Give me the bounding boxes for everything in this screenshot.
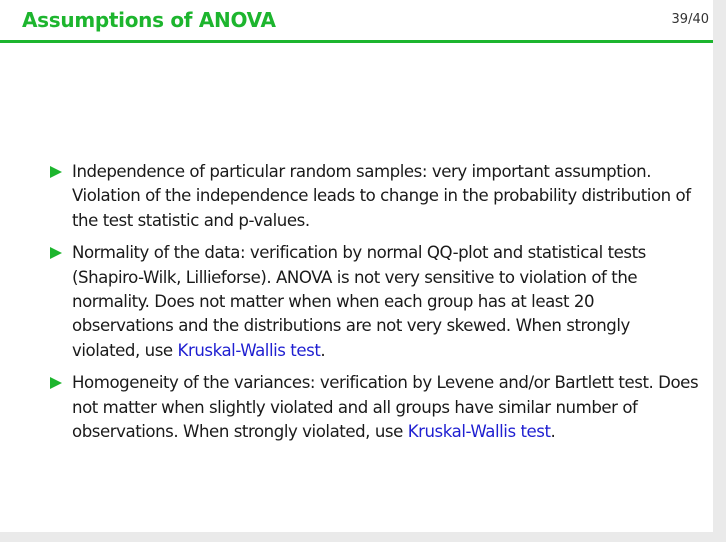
kruskal-wallis-link[interactable]: Kruskal-Wallis test [407, 422, 551, 442]
item-text-end: . [550, 422, 556, 442]
slide-header: Assumptions of ANOVA 39/40 [0, 0, 713, 42]
item-text-end: . [320, 340, 326, 360]
triangle-bullet-icon [50, 166, 62, 178]
slide-title: Assumptions of ANOVA [22, 8, 276, 32]
triangle-bullet-icon [50, 377, 62, 390]
triangle-bullet-icon [50, 247, 62, 260]
window-frame-bottom [0, 532, 726, 542]
slide: Assumptions of ANOVA 39/40 Independence … [0, 0, 713, 452]
list-item: Normality of the data: verification by n… [50, 241, 700, 363]
window-frame-right [713, 0, 726, 542]
item-text: Normality of the data: verification by n… [72, 243, 646, 360]
item-text: Homogeneity of the variances: verificati… [72, 373, 699, 442]
page-counter: 39/40 [671, 12, 709, 27]
header-rule [0, 40, 713, 43]
bullet-list: Independence of particular random sample… [50, 160, 700, 452]
list-item: Independence of particular random sample… [50, 160, 700, 233]
kruskal-wallis-link[interactable]: Kruskal-Wallis test [177, 340, 321, 360]
list-item: Homogeneity of the variances: verificati… [50, 371, 700, 444]
item-text: Independence of particular random sample… [72, 162, 691, 230]
